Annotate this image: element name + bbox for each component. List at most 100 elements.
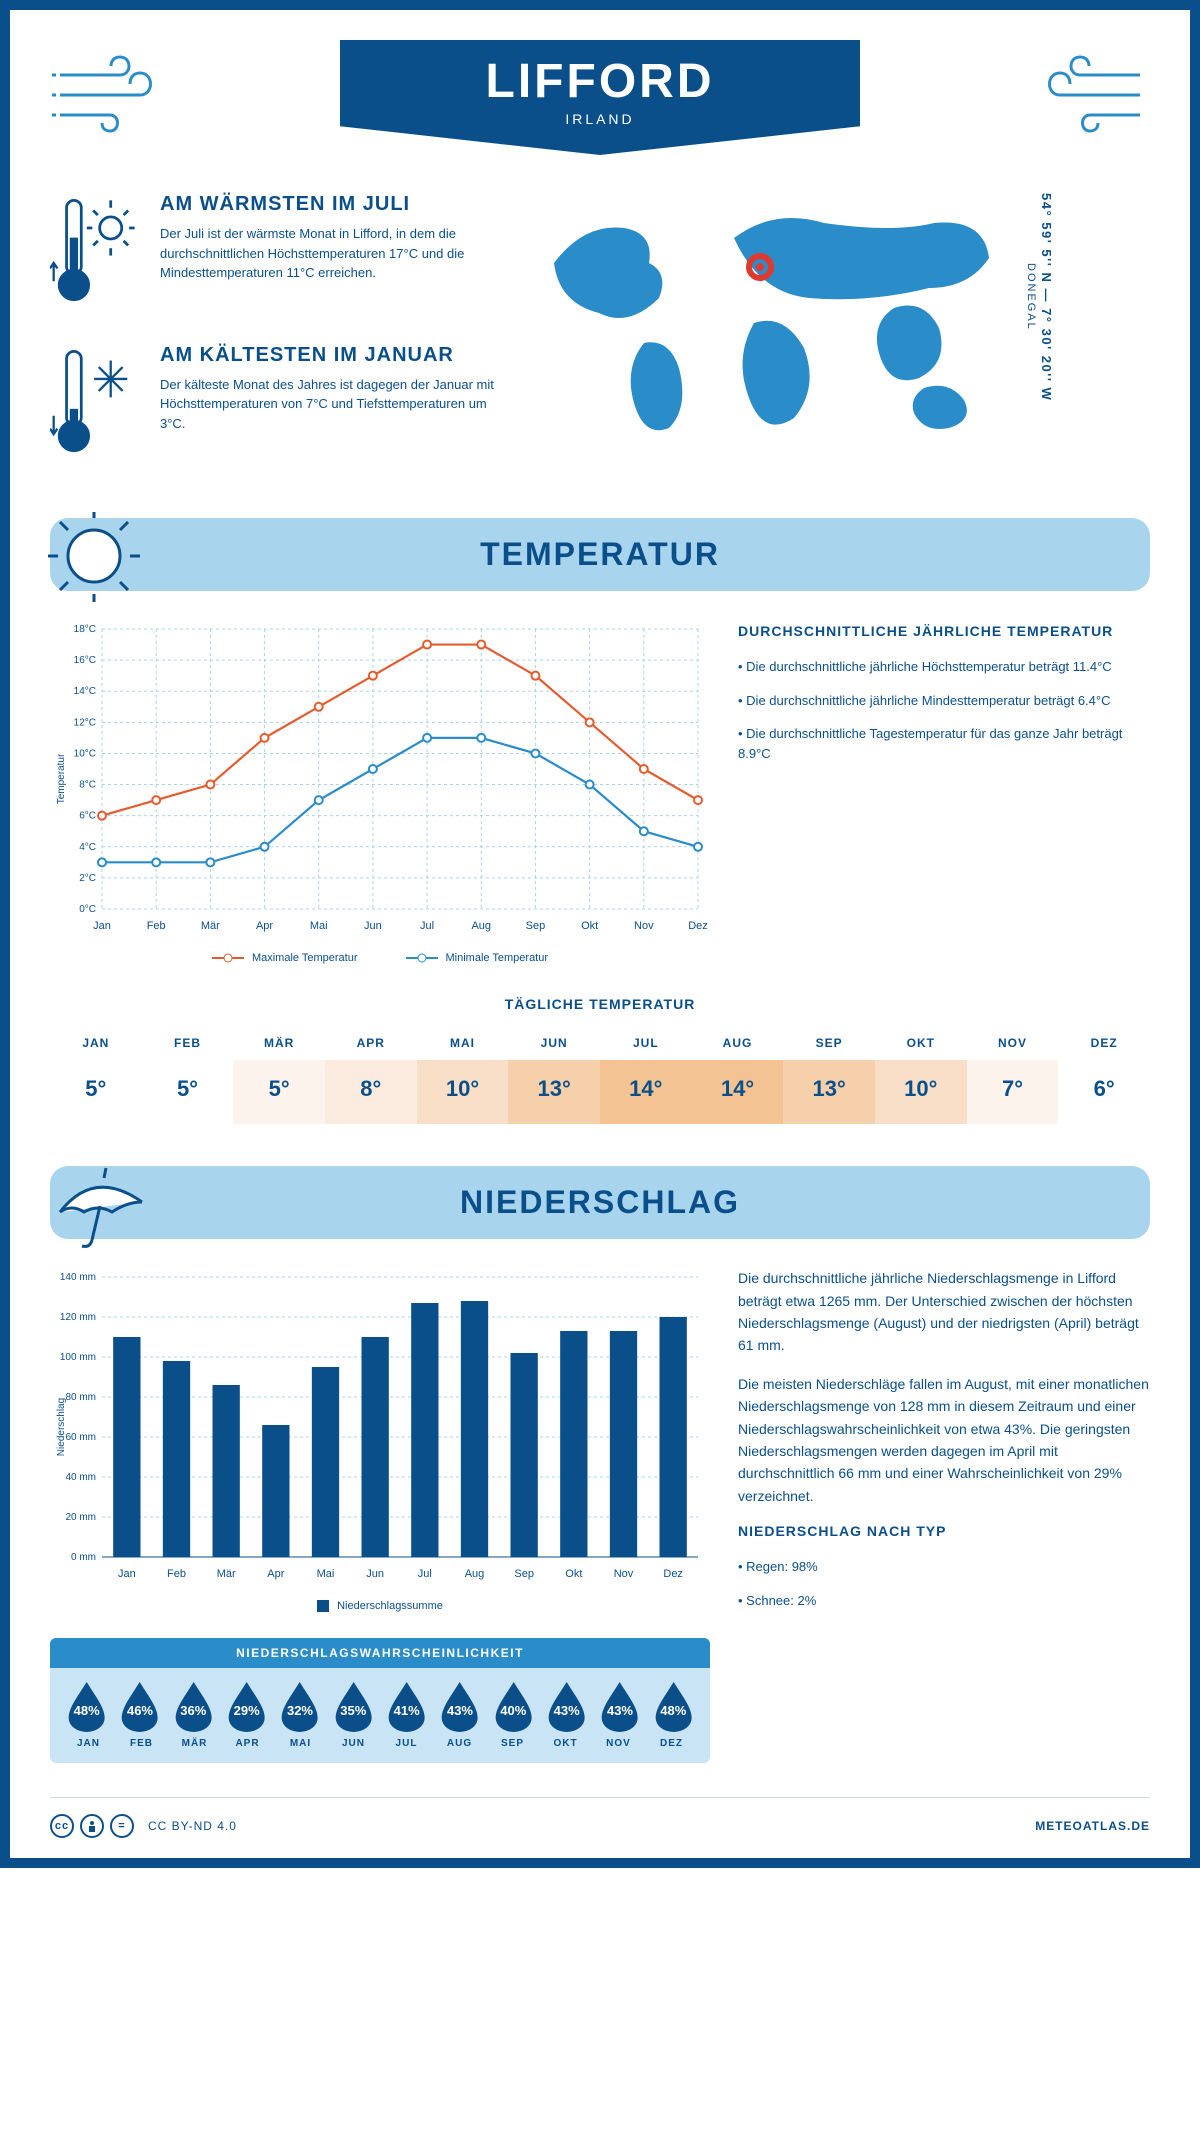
precipitation-bar-chart: 0 mm20 mm40 mm60 mm80 mm100 mm120 mm140 … (50, 1267, 710, 1587)
prob-month-label: NOV (592, 1738, 645, 1749)
header: LIFFORD IRLAND (50, 40, 1150, 155)
svg-text:Jul: Jul (418, 1568, 432, 1580)
svg-text:Dez: Dez (663, 1568, 683, 1580)
svg-text:Nov: Nov (634, 920, 654, 932)
month-label: APR (325, 1026, 417, 1060)
temp-bullet: Die durchschnittliche Tagestemperatur fü… (738, 724, 1150, 763)
intro-cold: AM KÄLTESTEN IM JANUAR Der kälteste Mona… (50, 344, 510, 469)
month-label: JUN (508, 1026, 600, 1060)
svg-text:0°C: 0°C (79, 904, 96, 915)
svg-text:Aug: Aug (471, 920, 491, 932)
svg-text:Jun: Jun (364, 920, 382, 932)
thermometer-sun-icon (50, 193, 142, 318)
prob-title: NIEDERSCHLAGSWAHRSCHEINLICHKEIT (50, 1638, 710, 1668)
svg-text:Aug: Aug (465, 1568, 485, 1580)
svg-text:20 mm: 20 mm (65, 1512, 96, 1523)
month-label: JAN (50, 1026, 142, 1060)
legend-min-label: Minimale Temperatur (446, 952, 549, 964)
svg-text:4°C: 4°C (79, 842, 96, 853)
daily-temp-value: 5° (233, 1060, 325, 1124)
month-label: SEP (783, 1026, 875, 1060)
prob-month-label: OKT (539, 1738, 592, 1749)
thermometer-snow-icon (50, 344, 142, 469)
precip-type-bullet: Schnee: 2% (738, 1591, 1150, 1611)
svg-text:Apr: Apr (256, 920, 273, 932)
sun-icon (46, 512, 166, 602)
svg-text:100 mm: 100 mm (60, 1352, 96, 1363)
svg-text:Temperatur: Temperatur (56, 753, 67, 804)
daily-temp-value: 13° (783, 1060, 875, 1124)
svg-text:Jul: Jul (420, 920, 434, 932)
precip-aside: Die durchschnittliche jährliche Niedersc… (738, 1267, 1150, 1763)
coords-text: 54° 59' 5'' N — 7° 30' 20'' W (1039, 193, 1054, 401)
svg-text:Feb: Feb (167, 1568, 186, 1580)
precip-type-title: NIEDERSCHLAG NACH TYP (738, 1523, 1150, 1539)
umbrella-icon (46, 1160, 166, 1250)
svg-text:16°C: 16°C (74, 655, 96, 666)
cc-icon: cc (50, 1814, 74, 1838)
section-banner-temperature: TEMPERATUR (50, 518, 1150, 591)
section-title-precip: NIEDERSCHLAG (50, 1184, 1150, 1221)
svg-text:8°C: 8°C (79, 780, 96, 791)
intro-warm: AM WÄRMSTEN IM JULI Der Juli ist der wär… (50, 193, 510, 318)
temp-bullet: Die durchschnittliche jährliche Höchstte… (738, 657, 1150, 677)
svg-text:18°C: 18°C (74, 624, 96, 635)
page-frame: LIFFORD IRLAND (0, 0, 1200, 1868)
title-banner: LIFFORD IRLAND (340, 40, 860, 155)
svg-text:Okt: Okt (581, 920, 598, 932)
svg-text:Jan: Jan (93, 920, 111, 932)
coords-region: DONEGAL (1025, 263, 1037, 331)
coords: 54° 59' 5'' N — 7° 30' 20'' W DONEGAL (1024, 193, 1054, 401)
intro-cold-body: Der kälteste Monat des Jahres ist dagege… (160, 375, 510, 434)
prob-month-label: JAN (62, 1738, 115, 1749)
svg-text:40 mm: 40 mm (65, 1472, 96, 1483)
daily-temp-value: 7° (967, 1060, 1059, 1124)
svg-text:Sep: Sep (514, 1568, 534, 1580)
svg-text:2°C: 2°C (79, 873, 96, 884)
precip-prob-drop: 32% (275, 1680, 324, 1732)
intro-warm-body: Der Juli ist der wärmste Monat in Liffor… (160, 224, 510, 283)
site-credit: METEOATLAS.DE (1035, 1819, 1150, 1833)
svg-text:140 mm: 140 mm (60, 1272, 96, 1283)
daily-temp-value: 8° (325, 1060, 417, 1124)
city-name: LIFFORD (340, 54, 860, 109)
svg-text:80 mm: 80 mm (65, 1392, 96, 1403)
legend-precip-label: Niederschlagssumme (337, 1600, 443, 1612)
precip-prob-drop: 43% (542, 1680, 591, 1732)
prob-month-label: MAI (274, 1738, 327, 1749)
precip-chart-legend: Niederschlagssumme (50, 1600, 710, 1612)
intro-cold-title: AM KÄLTESTEN IM JANUAR (160, 344, 510, 367)
daily-temp-value: 10° (875, 1060, 967, 1124)
month-label: JUL (600, 1026, 692, 1060)
month-label: NOV (967, 1026, 1059, 1060)
cc-badges: cc = CC BY-ND 4.0 (50, 1814, 237, 1838)
svg-text:14°C: 14°C (74, 686, 96, 697)
country-name: IRLAND (340, 111, 860, 127)
section-title-temperature: TEMPERATUR (50, 536, 1150, 573)
by-icon (80, 1814, 104, 1838)
svg-text:Apr: Apr (267, 1568, 284, 1580)
prob-month-label: AUG (433, 1738, 486, 1749)
svg-text:120 mm: 120 mm (60, 1312, 96, 1323)
license-text: CC BY-ND 4.0 (148, 1819, 237, 1833)
svg-text:Dez: Dez (688, 920, 708, 932)
daily-temp-title: TÄGLICHE TEMPERATUR (50, 996, 1150, 1012)
prob-month-label: FEB (115, 1738, 168, 1749)
precip-prob-drop: 43% (595, 1680, 644, 1732)
svg-text:Sep: Sep (526, 920, 546, 932)
temperature-aside: DURCHSCHNITTLICHE JÄHRLICHE TEMPERATUR D… (738, 619, 1150, 964)
daily-temp-value: 13° (508, 1060, 600, 1124)
svg-text:Mai: Mai (317, 1568, 335, 1580)
prob-month-label: DEZ (645, 1738, 698, 1749)
precip-prob-drop: 48% (62, 1680, 111, 1732)
precip-prob-drop: 29% (222, 1680, 271, 1732)
section-banner-precip: NIEDERSCHLAG (50, 1166, 1150, 1239)
svg-text:Jan: Jan (118, 1568, 136, 1580)
temp-aside-title: DURCHSCHNITTLICHE JÄHRLICHE TEMPERATUR (738, 623, 1150, 639)
svg-text:Nov: Nov (614, 1568, 634, 1580)
svg-text:Mär: Mär (201, 920, 220, 932)
daily-temp-value: 5° (50, 1060, 142, 1124)
world-map (534, 193, 1014, 453)
month-label: OKT (875, 1026, 967, 1060)
prob-month-label: JUN (327, 1738, 380, 1749)
